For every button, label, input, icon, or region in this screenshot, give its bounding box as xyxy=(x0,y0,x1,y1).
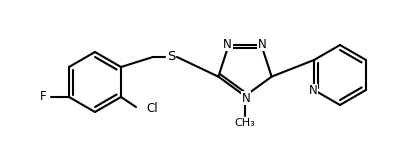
Text: Cl: Cl xyxy=(146,102,157,115)
Text: S: S xyxy=(166,51,175,64)
Text: CH₃: CH₃ xyxy=(234,118,255,128)
Text: N: N xyxy=(241,92,250,105)
Text: N: N xyxy=(257,38,266,51)
Text: F: F xyxy=(39,91,46,104)
Text: N: N xyxy=(223,38,231,51)
Text: N: N xyxy=(308,85,317,98)
